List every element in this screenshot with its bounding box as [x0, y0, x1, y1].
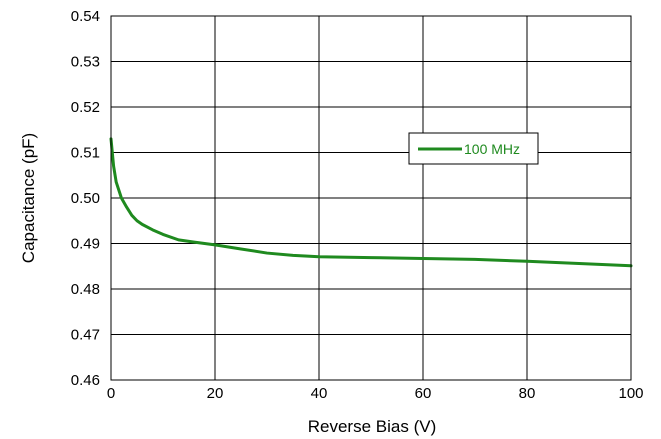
x-tick-label: 100	[618, 385, 643, 402]
x-tick-labels: 0 20 40 60 80 100	[107, 385, 644, 402]
x-tick-label: 40	[311, 385, 328, 402]
y-tick-label: 0.47	[71, 327, 100, 344]
y-tick-label: 0.46	[71, 372, 100, 389]
legend-label-100mhz: 100 MHz	[464, 141, 520, 157]
plot-frame	[110, 15, 632, 381]
gridlines	[110, 15, 632, 381]
y-tick-label: 0.52	[71, 99, 100, 116]
y-tick-labels: 0.46 0.47 0.48 0.49 0.50 0.51 0.52 0.53 0.54	[71, 8, 100, 389]
series-lines	[109, 137, 633, 268]
y-axis-title: Capacitance (pF)	[19, 133, 38, 263]
y-tick-label: 0.53	[71, 54, 100, 71]
y-tick-label: 0.51	[71, 145, 100, 162]
legend: 100 MHz	[408, 132, 539, 165]
series-line-100mhz	[109, 137, 633, 268]
x-tick-label: 0	[107, 385, 115, 402]
y-tick-label: 0.49	[71, 236, 100, 253]
x-tick-label: 20	[207, 385, 224, 402]
x-tick-label: 80	[519, 385, 536, 402]
y-tick-label: 0.48	[71, 281, 100, 298]
x-tick-label: 60	[415, 385, 432, 402]
y-tick-label: 0.50	[71, 190, 100, 207]
y-tick-label: 0.54	[71, 8, 100, 25]
x-axis-title: Reverse Bias (V)	[308, 417, 436, 436]
